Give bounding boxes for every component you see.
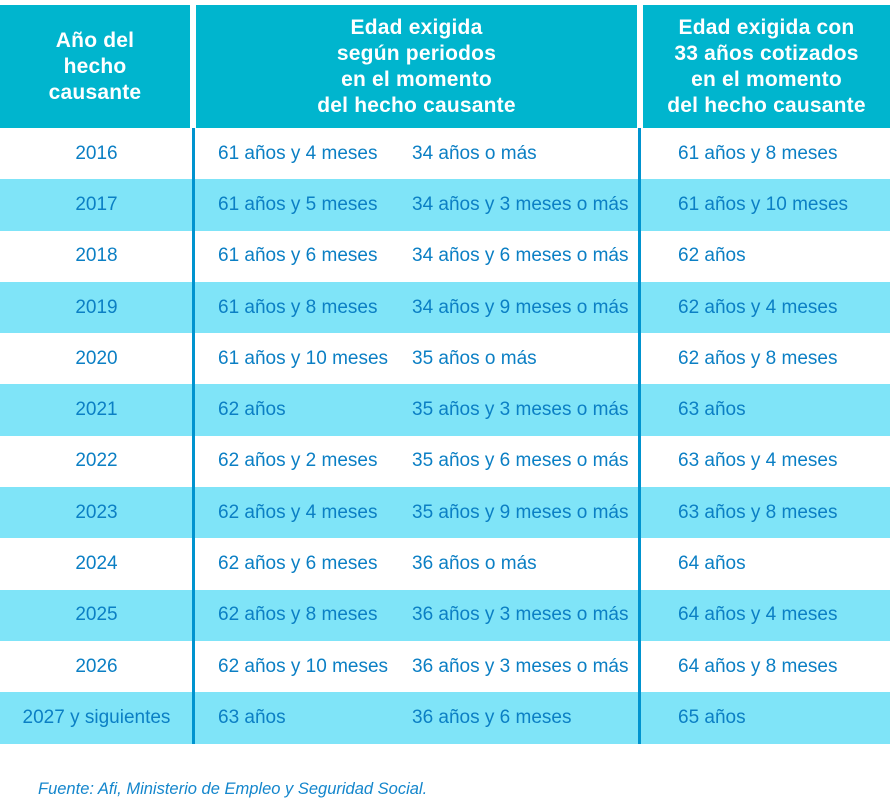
age-with-33-cell: 63 años y 4 meses bbox=[678, 450, 838, 472]
table-row: 2019 61 años y 8 meses 34 años y 9 meses… bbox=[0, 281, 890, 334]
table-row: 2021 62 años 35 años y 3 meses o más 63 … bbox=[0, 384, 890, 436]
age-with-33-cell: 64 años y 4 meses bbox=[678, 604, 838, 626]
age-with-33-cell: 63 años bbox=[678, 399, 746, 421]
year-cell: 2023 bbox=[75, 501, 118, 523]
contribution-period-cell: 34 años y 9 meses o más bbox=[412, 296, 629, 318]
age-with-33-cell: 63 años y 8 meses bbox=[678, 501, 838, 523]
year-cell: 2020 bbox=[75, 347, 118, 369]
table-header: Año del hecho causante Edad exigida segú… bbox=[0, 5, 890, 128]
table-row: 2017 61 años y 5 meses 34 años y 3 meses… bbox=[0, 179, 890, 231]
year-cell: 2021 bbox=[75, 399, 118, 421]
contribution-period-cell: 34 años o más bbox=[412, 142, 537, 164]
contribution-period-cell: 34 años y 6 meses o más bbox=[412, 245, 629, 267]
header-year-column: Año del hecho causante bbox=[0, 5, 190, 128]
year-cell: 2018 bbox=[75, 245, 118, 267]
required-age-cell: 62 años y 2 meses bbox=[218, 450, 378, 472]
age-with-33-cell: 61 años y 10 meses bbox=[678, 193, 849, 215]
contribution-period-cell: 36 años o más bbox=[412, 553, 537, 575]
table-row: 2026 62 años y 10 meses 36 años y 3 mese… bbox=[0, 640, 890, 693]
table-row: 2020 61 años y 10 meses 35 años o más 62… bbox=[0, 333, 890, 385]
header-age-with-33-years-column: Edad exigida con 33 años cotizados en el… bbox=[643, 5, 890, 128]
year-cell: 2019 bbox=[75, 296, 118, 318]
contribution-period-cell: 36 años y 6 meses bbox=[412, 706, 572, 728]
table-row: 2022 62 años y 2 meses 35 años y 6 meses… bbox=[0, 435, 890, 488]
age-with-33-cell: 61 años y 8 meses bbox=[678, 142, 838, 164]
table-row: 2027 y siguientes 63 años 36 años y 6 me… bbox=[0, 692, 890, 744]
table-body: 2016 61 años y 4 meses 34 años o más 61 … bbox=[0, 128, 890, 744]
required-age-cell: 61 años y 8 meses bbox=[218, 296, 378, 318]
table-row: 2025 62 años y 8 meses 36 años y 3 meses… bbox=[0, 589, 890, 641]
contribution-period-cell: 36 años y 3 meses o más bbox=[412, 655, 629, 677]
required-age-cell: 63 años bbox=[218, 706, 286, 728]
age-with-33-cell: 64 años bbox=[678, 553, 746, 575]
required-age-cell: 61 años y 4 meses bbox=[218, 142, 378, 164]
source-note: Fuente: Afi, Ministerio de Empleo y Segu… bbox=[38, 779, 428, 798]
table-row: 2024 62 años y 6 meses 36 años o más 64 … bbox=[0, 538, 890, 590]
contribution-period-cell: 36 años y 3 meses o más bbox=[412, 604, 629, 626]
age-with-33-cell: 62 años y 4 meses bbox=[678, 296, 838, 318]
year-cell: 2022 bbox=[75, 450, 118, 472]
required-age-cell: 62 años y 10 meses bbox=[218, 655, 389, 677]
year-cell: 2016 bbox=[75, 142, 118, 164]
required-age-cell: 62 años y 6 meses bbox=[218, 553, 378, 575]
required-age-cell: 62 años y 8 meses bbox=[218, 604, 378, 626]
contribution-period-cell: 35 años o más bbox=[412, 347, 537, 369]
year-cell: 2024 bbox=[75, 553, 118, 575]
table-row: 2023 62 años y 4 meses 35 años y 9 meses… bbox=[0, 487, 890, 539]
header-age-by-periods-column: Edad exigida según periodos en el moment… bbox=[196, 5, 637, 128]
required-age-cell: 62 años y 4 meses bbox=[218, 501, 378, 523]
required-age-cell: 61 años y 10 meses bbox=[218, 347, 389, 369]
required-age-cell: 62 años bbox=[218, 399, 286, 421]
required-age-cell: 61 años y 5 meses bbox=[218, 193, 378, 215]
required-age-cell: 61 años y 6 meses bbox=[218, 245, 378, 267]
year-cell: 2025 bbox=[75, 604, 118, 626]
age-with-33-cell: 62 años bbox=[678, 245, 746, 267]
age-with-33-cell: 65 años bbox=[678, 706, 746, 728]
age-with-33-cell: 64 años y 8 meses bbox=[678, 655, 838, 677]
table-row: 2016 61 años y 4 meses 34 años o más 61 … bbox=[0, 128, 890, 180]
contribution-period-cell: 35 años y 3 meses o más bbox=[412, 399, 629, 421]
year-cell: 2017 bbox=[75, 193, 118, 215]
year-cell: 2026 bbox=[75, 655, 118, 677]
column-divider bbox=[192, 128, 195, 744]
contribution-period-cell: 35 años y 6 meses o más bbox=[412, 450, 629, 472]
column-divider bbox=[638, 128, 641, 744]
contribution-period-cell: 34 años y 3 meses o más bbox=[412, 193, 629, 215]
contribution-period-cell: 35 años y 9 meses o más bbox=[412, 501, 629, 523]
year-cell: 2027 y siguientes bbox=[22, 706, 171, 728]
table-row: 2018 61 años y 6 meses 34 años y 6 meses… bbox=[0, 230, 890, 282]
age-with-33-cell: 62 años y 8 meses bbox=[678, 347, 838, 369]
